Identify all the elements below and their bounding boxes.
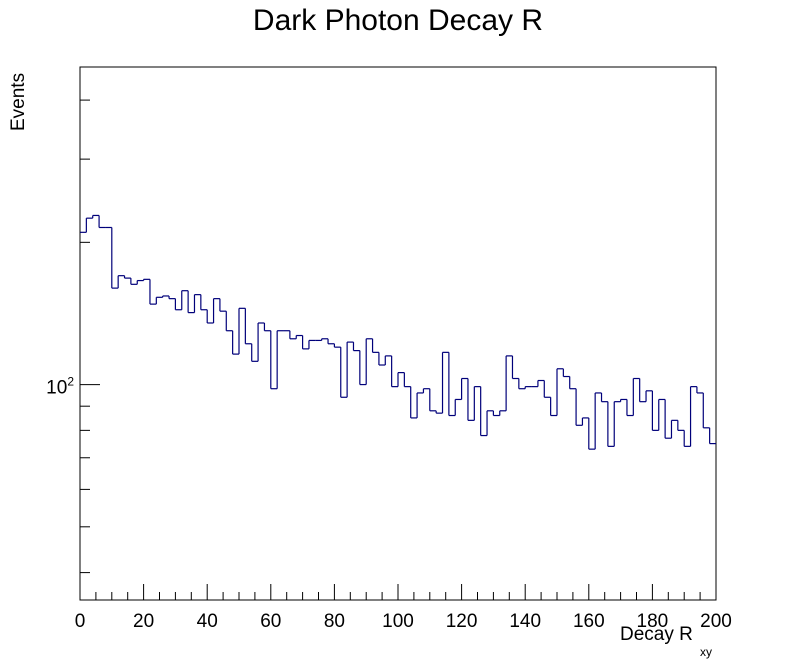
x-tick-label: 20 — [133, 611, 154, 632]
x-tick-label: 140 — [509, 611, 541, 632]
x-tick-label: 80 — [324, 611, 345, 632]
x-tick-label: 60 — [260, 611, 281, 632]
x-tick-label: 120 — [446, 611, 478, 632]
x-tick-label: 100 — [382, 611, 414, 632]
y-tick-label: 102 — [46, 375, 74, 399]
histogram-bins — [80, 214, 716, 450]
y-axis-ticks: 102 — [46, 99, 100, 574]
x-tick-label: 160 — [573, 611, 605, 632]
plot-frame — [79, 66, 717, 601]
chart-title: Dark Photon Decay R — [252, 4, 544, 37]
x-axis-ticks: 0 20 40 60 80 100 120 140 160 180 200 — [75, 584, 732, 632]
x-tick-label: 0 — [75, 611, 86, 632]
x-tick-label: 40 — [197, 611, 218, 632]
x-axis-label-subscript: xy — [700, 645, 712, 659]
x-axis-label: Decay R — [620, 624, 693, 645]
x-tick-label: 200 — [700, 611, 732, 632]
x-tick-label: 180 — [637, 611, 669, 632]
